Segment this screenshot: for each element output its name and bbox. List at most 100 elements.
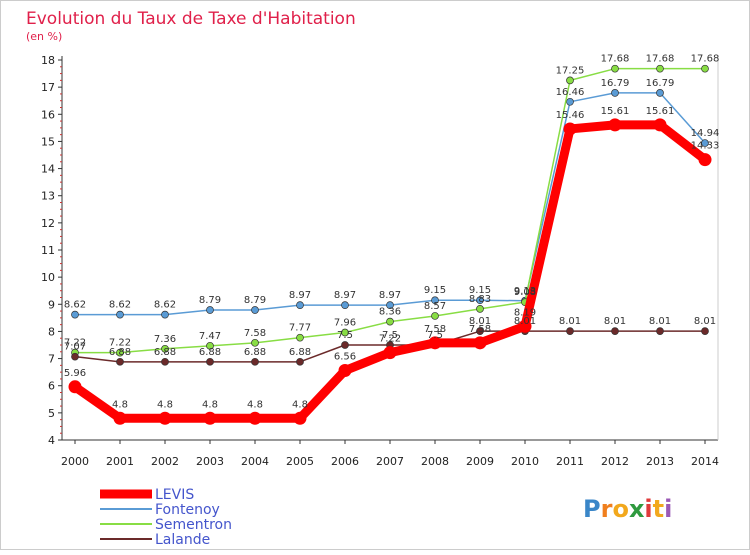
data-point: [296, 357, 304, 366]
data-point: [611, 64, 619, 73]
legend-label: Sementron: [155, 517, 232, 533]
x-tick-label: 2000: [61, 455, 89, 468]
data-point: [341, 328, 349, 337]
data-point: [701, 327, 709, 336]
x-tick-label: 2013: [646, 455, 674, 468]
data-point: [566, 76, 574, 85]
data-point: [563, 122, 577, 136]
data-point: [566, 97, 574, 106]
y-tick-label: 6: [48, 380, 55, 393]
data-point: [296, 333, 304, 342]
data-label: 8.36: [379, 307, 401, 318]
data-label: 7.5: [337, 330, 353, 341]
data-point: [611, 327, 619, 336]
data-point: [608, 118, 622, 132]
legend-label: Fontenoy: [155, 502, 220, 518]
data-label: 17.25: [556, 65, 585, 76]
x-tick-label: 2010: [511, 455, 539, 468]
data-point: [161, 357, 169, 366]
data-labels: 8.62 8.62 8.62 8.79 8.79 8.97 8.97 8.97 9.15 9.15…: [64, 54, 719, 411]
data-point: [116, 310, 124, 319]
y-tick-label: 14: [41, 163, 55, 176]
x-tick-label: 2009: [466, 455, 494, 468]
x-tick-label: 2001: [106, 455, 134, 468]
data-label: 15.61: [601, 106, 630, 117]
data-label: 6.56: [334, 352, 356, 363]
data-point: [476, 305, 484, 313]
data-label: 8.83: [469, 294, 491, 305]
data-label: 15.46: [556, 110, 585, 121]
chart-title: Evolution du Taux de Taxe d'Habitation: [26, 9, 356, 29]
data-label: 7.5: [427, 330, 443, 341]
data-label: 8.97: [334, 290, 356, 301]
data-point: [386, 301, 394, 309]
y-tick-label: 15: [41, 135, 55, 148]
data-label: 5.96: [64, 368, 86, 379]
data-label: 7.58: [469, 324, 491, 335]
data-point: [341, 341, 349, 349]
data-point: [296, 301, 304, 309]
data-point: [518, 319, 532, 333]
data-label: 17.68: [691, 54, 720, 65]
data-label: 9.15: [469, 285, 491, 296]
data-point: [386, 317, 394, 326]
data-point: [251, 306, 259, 314]
data-label: 7.47: [199, 331, 221, 342]
data-label: 7.77: [289, 323, 311, 334]
data-label: 8.19: [514, 307, 536, 318]
data-label: 7.22: [64, 338, 86, 349]
data-label: 14.94: [691, 128, 720, 139]
logo-letter: r: [601, 495, 613, 523]
x-tick-label: 2003: [196, 455, 224, 468]
data-point: [113, 411, 127, 425]
data-label: 8.01: [694, 316, 716, 327]
data-label: 15.61: [646, 106, 675, 117]
data-point: [161, 344, 169, 353]
data-label: 4.8: [292, 399, 308, 410]
x-tick-label: 2012: [601, 455, 629, 468]
x-tick-label: 2008: [421, 455, 449, 468]
data-label: 8.62: [64, 300, 86, 311]
data-point: [698, 153, 712, 167]
data-label: 14.33: [691, 141, 720, 152]
data-label: 8.62: [154, 300, 176, 311]
data-label: 9.08: [514, 287, 536, 298]
data-point: [566, 327, 574, 336]
data-point: [71, 352, 79, 361]
x-tick-label: 2005: [286, 455, 314, 468]
data-label: 8.97: [379, 290, 401, 301]
legend-label: LEVIS: [155, 487, 194, 503]
y-tick-label: 17: [41, 81, 55, 94]
y-tick-label: 8: [48, 325, 55, 338]
x-tick-label: 2007: [376, 455, 404, 468]
data-point: [476, 327, 484, 336]
data-point: [158, 411, 172, 425]
data-point: [656, 64, 664, 73]
data-label: 7.58: [244, 328, 266, 339]
data-label: 16.79: [646, 78, 675, 89]
data-point: [68, 380, 82, 394]
data-point: [611, 88, 619, 97]
data-point: [656, 327, 664, 336]
data-point: [701, 139, 709, 147]
data-point: [203, 411, 217, 425]
data-point: [476, 296, 484, 305]
data-point: [206, 341, 214, 350]
logo-letter: t: [653, 495, 664, 523]
data-label: 8.01: [649, 316, 671, 327]
data-point: [431, 296, 439, 305]
data-point: [473, 336, 487, 350]
data-label: 7.5: [382, 330, 398, 341]
data-label: 4.8: [157, 399, 173, 410]
data-label: 7.96: [334, 318, 356, 329]
legend-label: Lalande: [155, 532, 210, 548]
data-label: 6.88: [199, 347, 221, 358]
data-label: 7.58: [424, 324, 446, 335]
proxiti-logo: Proxiti: [583, 495, 672, 523]
y-tick-label: 5: [48, 407, 55, 420]
data-label: 8.57: [424, 301, 446, 312]
